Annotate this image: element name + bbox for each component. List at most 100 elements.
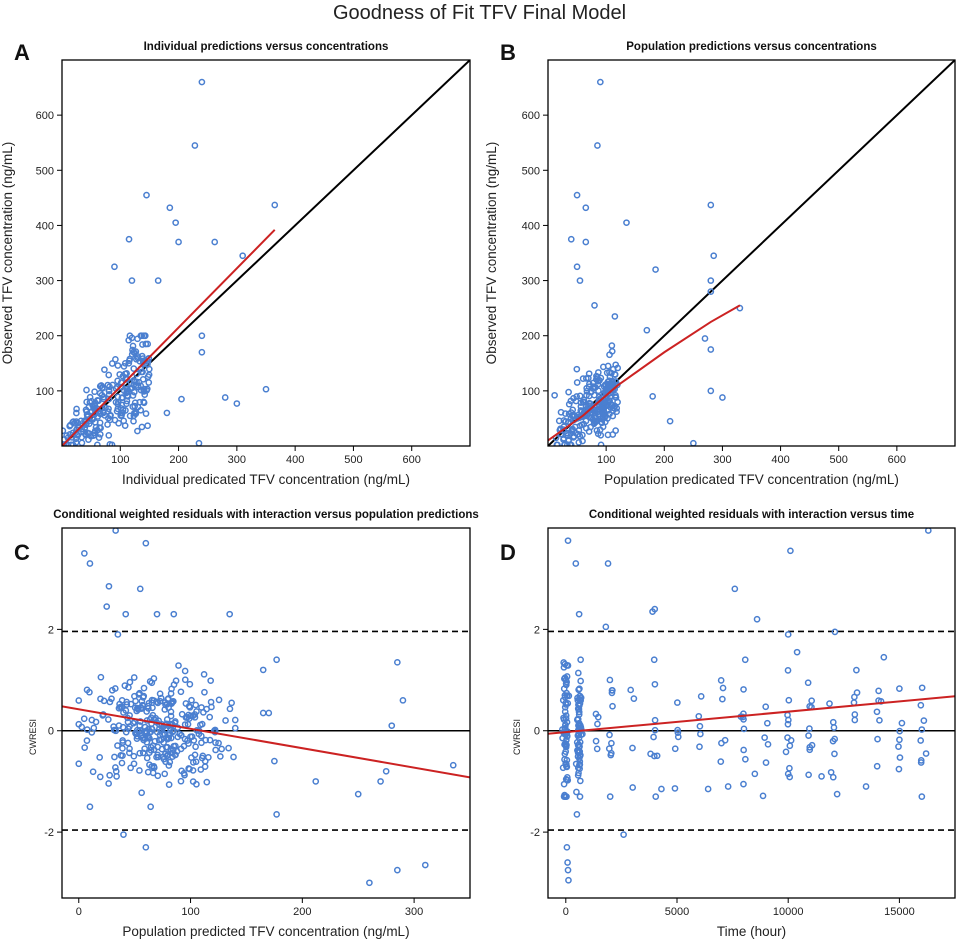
data-point xyxy=(127,385,134,393)
data-point xyxy=(140,684,148,692)
data-point xyxy=(573,788,580,796)
data-point xyxy=(91,388,98,396)
data-point xyxy=(118,703,126,711)
data-point xyxy=(560,663,568,671)
x-axis-label: Population predicted TFV concentration (… xyxy=(122,924,409,939)
data-point xyxy=(612,394,620,401)
data-point xyxy=(273,811,280,818)
data-point xyxy=(103,603,111,610)
data-point xyxy=(696,743,703,751)
data-point xyxy=(573,365,581,373)
data-point xyxy=(100,697,108,705)
data-point xyxy=(107,411,114,419)
plot-area xyxy=(62,60,470,446)
data-point xyxy=(162,726,169,734)
data-point xyxy=(206,713,214,721)
data-point xyxy=(120,831,127,838)
data-point xyxy=(829,718,837,726)
data-point xyxy=(574,747,582,755)
data-point xyxy=(154,772,162,780)
data-point xyxy=(564,859,571,866)
data-point xyxy=(719,684,727,692)
data-point xyxy=(118,759,126,767)
panel-c: C Conditional weighted residuals with int… xyxy=(14,509,479,939)
data-point xyxy=(212,739,219,746)
data-point xyxy=(917,737,925,744)
data-point xyxy=(181,667,189,675)
panel-title: Population predictions versus concentrat… xyxy=(626,41,877,53)
data-point xyxy=(573,379,581,386)
plot-area xyxy=(548,60,955,446)
data-point xyxy=(149,704,156,712)
data-point xyxy=(112,356,119,363)
data-point xyxy=(354,790,362,798)
data-point xyxy=(614,364,622,372)
data-point xyxy=(62,427,67,435)
data-point xyxy=(114,631,122,638)
data-point xyxy=(206,736,214,744)
data-point xyxy=(75,760,83,768)
data-point xyxy=(592,710,600,718)
data-point xyxy=(920,717,928,724)
data-point xyxy=(577,656,584,664)
data-point xyxy=(134,335,141,343)
data-point xyxy=(717,677,725,684)
data-point xyxy=(896,685,903,692)
data-point xyxy=(862,783,870,790)
y-tick-label: 2 xyxy=(48,624,54,636)
data-point xyxy=(144,422,151,430)
x-tick-label: 10000 xyxy=(773,906,804,918)
data-point xyxy=(896,736,903,744)
data-point xyxy=(751,770,759,778)
data-point xyxy=(146,749,153,757)
data-point xyxy=(917,701,925,709)
data-point xyxy=(112,528,120,534)
data-point xyxy=(366,879,373,887)
x-tick-label: 100 xyxy=(597,454,615,466)
data-point xyxy=(91,427,99,435)
data-point xyxy=(565,400,573,408)
data-point xyxy=(199,752,207,760)
data-point xyxy=(830,724,838,731)
data-point xyxy=(105,387,113,395)
data-point xyxy=(198,739,205,747)
data-point xyxy=(604,380,612,388)
data-point xyxy=(565,876,572,884)
data-point xyxy=(221,394,229,401)
data-point xyxy=(189,759,197,766)
data-point xyxy=(83,737,91,744)
data-point xyxy=(127,764,134,772)
data-point xyxy=(421,861,429,869)
data-point xyxy=(197,766,205,773)
data-point xyxy=(629,744,636,752)
data-point xyxy=(185,711,192,719)
data-point xyxy=(851,716,859,724)
data-point xyxy=(555,417,563,425)
panel-label: B xyxy=(500,40,516,65)
data-point xyxy=(602,412,610,420)
data-point xyxy=(598,407,606,414)
data-point xyxy=(130,365,138,372)
data-point xyxy=(580,396,588,404)
data-point xyxy=(594,377,602,385)
x-tick-label: 400 xyxy=(286,454,304,466)
data-point xyxy=(169,728,176,736)
data-point xyxy=(231,716,239,724)
data-point xyxy=(690,439,697,446)
data-point xyxy=(150,763,158,770)
data-point xyxy=(696,722,704,730)
data-point xyxy=(122,707,130,714)
data-point xyxy=(130,760,138,768)
data-point xyxy=(101,366,108,374)
data-point xyxy=(133,707,141,715)
data-point xyxy=(177,688,185,696)
data-point xyxy=(554,441,561,446)
y-axis-label: Observed TFV concentration (ng/mL) xyxy=(0,142,15,365)
data-point xyxy=(594,381,602,388)
data-point xyxy=(192,701,200,709)
data-point xyxy=(388,722,396,730)
data-point xyxy=(165,781,173,789)
data-point xyxy=(125,684,132,691)
data-point xyxy=(924,528,932,534)
